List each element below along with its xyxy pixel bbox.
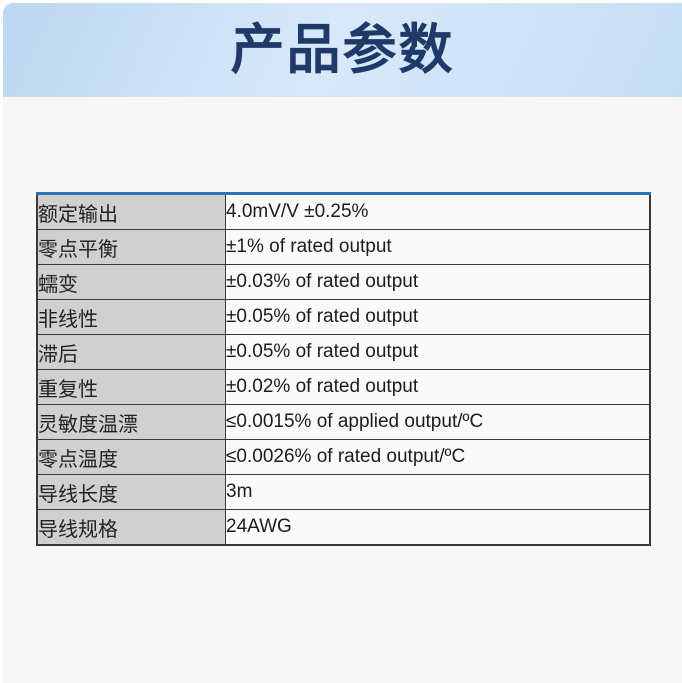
param-value: ±0.02% of rated output <box>225 369 651 405</box>
product-parameters-card: 产品参数 额定输出 4.0mV/V ±0.25% 零点平衡 ±1% of rated … <box>3 3 682 683</box>
param-label: 零点平衡 <box>36 229 226 265</box>
table-row: 零点温度 ≤0.0026% of rated output/ºC <box>36 439 651 475</box>
parameters-table-body: 额定输出 4.0mV/V ±0.25% 零点平衡 ±1% of rated outpu… <box>36 193 651 546</box>
param-value: ≤0.0026% of rated output/ºC <box>225 439 651 475</box>
param-value: ±0.03% of rated output <box>225 264 651 300</box>
table-row: 零点平衡 ±1% of rated output <box>36 229 651 265</box>
param-value: ±0.05% of rated output <box>225 299 651 335</box>
table-row: 导线规格 24AWG <box>36 509 651 546</box>
param-value: 3m <box>225 474 651 510</box>
table-row: 额定输出 4.0mV/V ±0.25% <box>36 193 651 230</box>
param-label: 重复性 <box>36 369 226 405</box>
table-row: 蠕变 ±0.03% of rated output <box>36 264 651 300</box>
param-label: 蠕变 <box>36 264 226 300</box>
param-value: ≤0.0015% of applied output/ºC <box>225 404 651 440</box>
param-label: 额定输出 <box>36 193 226 230</box>
table-row: 导线长度 3m <box>36 474 651 510</box>
param-label: 灵敏度温漂 <box>36 404 226 440</box>
param-value: 24AWG <box>225 509 651 546</box>
page-title: 产品参数 <box>230 20 455 80</box>
param-value: ±0.05% of rated output <box>225 334 651 370</box>
param-value: ±1% of rated output <box>225 229 651 265</box>
param-label: 滞后 <box>36 334 226 370</box>
param-label: 导线长度 <box>36 474 226 510</box>
table-row: 滞后 ±0.05% of rated output <box>36 334 651 370</box>
param-label: 零点温度 <box>36 439 226 475</box>
param-value: 4.0mV/V ±0.25% <box>225 193 651 230</box>
header-banner: 产品参数 <box>3 3 682 97</box>
param-label: 导线规格 <box>36 509 226 546</box>
table-row: 重复性 ±0.02% of rated output <box>36 369 651 405</box>
param-label: 非线性 <box>36 299 226 335</box>
table-row: 灵敏度温漂 ≤0.0015% of applied output/ºC <box>36 404 651 440</box>
table-row: 非线性 ±0.05% of rated output <box>36 299 651 335</box>
parameters-table: 额定输出 4.0mV/V ±0.25% 零点平衡 ±1% of rated outpu… <box>36 192 651 546</box>
